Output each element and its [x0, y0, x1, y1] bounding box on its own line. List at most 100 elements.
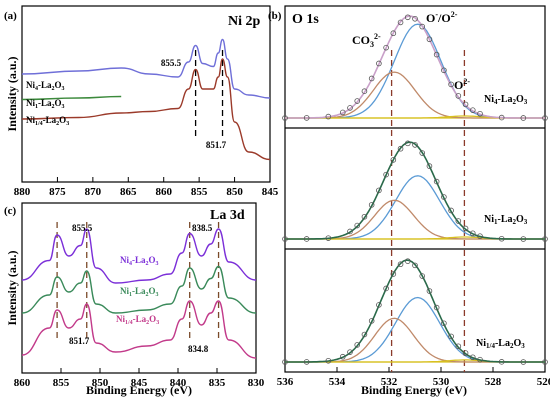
xtick-label: 855 [191, 186, 208, 198]
svg-text:Ni1-La2O3: Ni1-La2O3 [26, 98, 65, 110]
panel-a-series [21, 38, 271, 161]
fit-envelope [285, 15, 545, 119]
subplot-label-ni14: Ni1/4-La2O3 [476, 338, 525, 350]
data-point [282, 359, 288, 365]
panel-c-label: (c) [4, 205, 17, 217]
subplot-label-ni1: Ni1-La2O3 [484, 214, 528, 226]
data-point [282, 236, 288, 242]
data-point [354, 98, 361, 104]
subplot-label-ni4: Ni4-La2O3 [484, 94, 528, 106]
data-point [455, 218, 462, 224]
data-point [361, 213, 368, 220]
svg-text:Ni1/4-La2O3: Ni1/4-La2O3 [476, 338, 525, 350]
data-point [419, 150, 426, 156]
panel-b-xticks: 536 534 532 530 528 526 [277, 367, 550, 388]
xtick-label: 845 [131, 377, 148, 389]
series-line [21, 265, 257, 314]
subplot-1 [282, 140, 548, 242]
data-point [368, 75, 375, 82]
data-point [448, 207, 454, 214]
series-line [21, 300, 257, 359]
xtick-label: 532 [381, 376, 398, 388]
data-point [542, 115, 548, 121]
data-point [303, 359, 310, 365]
data-point [361, 331, 368, 338]
data-point [433, 178, 440, 185]
svg-text:Ni1/4-La2O3: Ni1/4-La2O3 [26, 115, 69, 127]
data-point [469, 107, 476, 113]
data-point [303, 115, 310, 121]
xtick-label: 860 [155, 186, 172, 198]
panel-b-subplots [282, 14, 548, 365]
data-point [542, 359, 548, 365]
panel-b-xlabel: Binding Energy (eV) [361, 383, 467, 397]
data-point [498, 359, 505, 365]
data-point [404, 140, 411, 147]
data-point [448, 333, 454, 340]
panel-c-title: La 3d [210, 208, 245, 223]
panel-a-ylabel: Intensity (a.u.) [5, 56, 19, 131]
subplot-2 [282, 258, 548, 365]
data-point [426, 163, 433, 169]
data-point [383, 44, 389, 51]
xtick-label: 865 [120, 186, 137, 198]
xtick-label: 835 [209, 377, 226, 389]
annotation-855-5-c: 855.5 [72, 223, 93, 233]
data-point [520, 359, 527, 365]
data-point [383, 171, 389, 178]
data-point [325, 235, 332, 241]
xtick-label: 536 [277, 376, 294, 388]
svg-text:Ni1/4-La2O3: Ni1/4-La2O3 [116, 314, 159, 326]
fit-envelope [285, 141, 545, 240]
data-point [448, 81, 454, 88]
panel-a-label: (a) [4, 10, 17, 22]
xtick-label: 860 [14, 377, 31, 389]
data-point [376, 187, 382, 194]
data-point [368, 318, 375, 324]
data-point [419, 273, 426, 279]
data-point [397, 261, 404, 268]
data-point [404, 258, 411, 264]
data-point [455, 343, 462, 350]
panel-a-xticks: 880 875 870 865 860 855 850 845 [14, 177, 279, 198]
panel-b: (b) O 1s 536 534 532 530 528 526 Binding Ener… [268, 5, 550, 397]
series-line [21, 38, 271, 99]
legend-ni1-c: Ni1-La2O3 [120, 286, 159, 298]
data-point [462, 350, 469, 356]
xtick-label: 534 [329, 376, 346, 388]
data-point [404, 14, 411, 21]
xtick-label: 870 [85, 186, 102, 198]
subplot-0 [282, 14, 548, 121]
data-point [498, 235, 505, 242]
series-line [21, 58, 271, 161]
data-point [376, 60, 382, 67]
data-point [397, 145, 404, 152]
panel-c-xlabel: Binding Energy (eV) [86, 383, 192, 397]
svg-text:Ni1-La2O3: Ni1-La2O3 [120, 286, 159, 298]
annotation-834-8-c: 834.8 [188, 344, 209, 354]
panel-c-xticks: 860 855 850 845 840 835 830 [14, 368, 265, 389]
data-point [390, 157, 397, 163]
panel-b-title: O 1s [292, 12, 319, 27]
panel-a-reference-lines [194, 50, 224, 140]
panel-b-frame [284, 5, 546, 373]
peak-label-o-minus: O-/O2- [426, 10, 458, 25]
data-point [282, 115, 288, 121]
data-point [441, 320, 447, 327]
data-point [339, 353, 346, 360]
panel-c-ylabel: Intensity (a.u.) [5, 250, 19, 325]
data-point [354, 222, 361, 229]
panel-c-series [21, 228, 257, 359]
xtick-label: 526 [537, 376, 550, 388]
data-point [325, 357, 332, 364]
data-point [441, 194, 447, 200]
data-point [498, 114, 505, 121]
legend-ni14-a: Ni1/4-La2O3 [26, 115, 69, 127]
data-point [376, 302, 382, 308]
data-point [390, 271, 397, 277]
svg-text:Ni4-La2O3: Ni4-La2O3 [120, 255, 159, 267]
data-point [354, 342, 361, 348]
panel-a-frame [21, 5, 271, 183]
fit-envelope [285, 259, 545, 363]
